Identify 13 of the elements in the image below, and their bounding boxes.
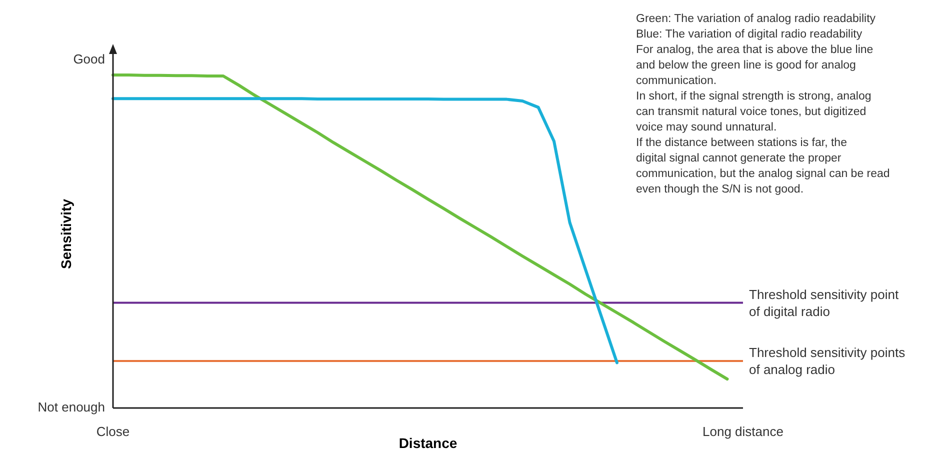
text: Good bbox=[73, 51, 105, 66]
x-axis-title: Distance bbox=[398, 435, 458, 451]
y-axis-title: Sensitivity bbox=[58, 198, 74, 270]
x-tick-label: Long distance bbox=[702, 424, 784, 439]
text: Blue: The variation of digital radio readability bbox=[636, 28, 862, 40]
x-tick-label: Close bbox=[96, 424, 130, 439]
text: Green: The variation of analog radio readability bbox=[636, 13, 876, 25]
annotation: For analog, the area that is above the blue line and below the green line is good for analog communication. bbox=[636, 44, 874, 87]
ref-line-label: Threshold sensitivity points of analog radio bbox=[749, 345, 906, 378]
ref-line-label: Threshold sensitivity point of digital radio bbox=[749, 286, 899, 319]
text: Not enough bbox=[38, 399, 105, 414]
annotation: In short, if the signal strength is strong, analog can transmit natural voice tones, but digitized voice may sound unnatural. bbox=[636, 90, 872, 134]
annotation: If the distance between stations is far, the digital signal cannot generate the proper communication, but the analog signal can be read even though the S/N is not good. bbox=[636, 137, 890, 196]
